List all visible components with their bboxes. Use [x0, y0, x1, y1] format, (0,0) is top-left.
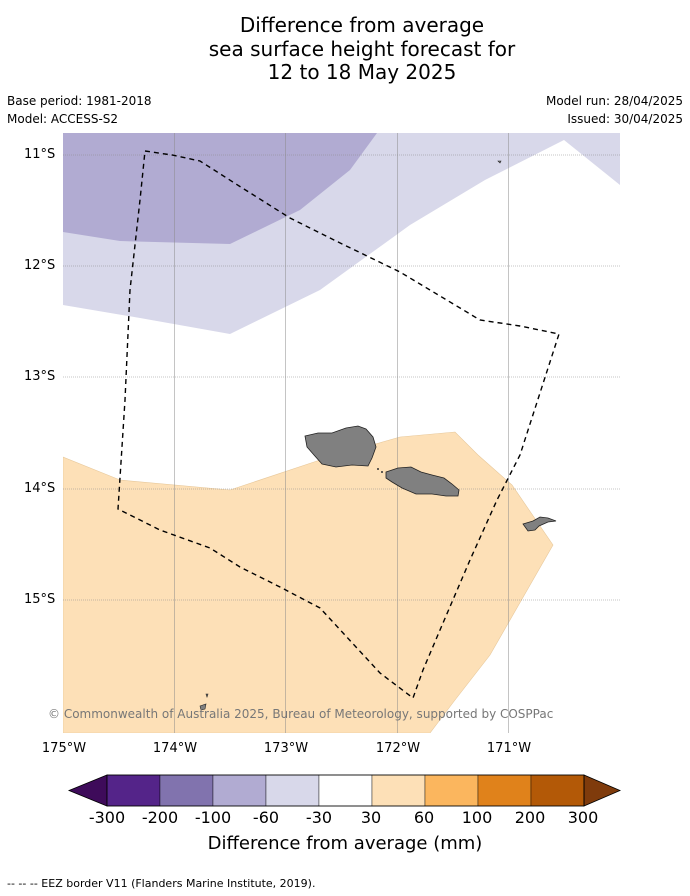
- colorbar-segment: [212, 774, 267, 807]
- copyright-notice: © Commonwealth of Australia 2025, Bureau…: [48, 707, 554, 721]
- title-line-1: Difference from average: [239, 13, 485, 37]
- issued-date: Issued: 30/04/2025: [567, 112, 683, 126]
- colorbar-tick: 60: [413, 808, 435, 827]
- lon-label-174w: 174°W: [152, 741, 198, 756]
- eez-footnote: -- -- -- EEZ border V11 (Flanders Marine…: [7, 877, 316, 890]
- map-plot-area: [63, 133, 620, 733]
- colorbar-extend-high: [583, 774, 622, 807]
- colorbar-tick: -30: [305, 808, 333, 827]
- lon-label-175w: 175°W: [41, 741, 87, 756]
- lon-label-171w: 171°W: [486, 741, 532, 756]
- lon-label-173w: 173°W: [263, 741, 309, 756]
- tutuila-island: [522, 516, 557, 532]
- savaii-island: [304, 425, 377, 468]
- chart-title: Difference from average sea surface heig…: [0, 13, 690, 85]
- title-line-3: 12 to 18 May 2025: [267, 60, 457, 84]
- meta-right: Model run: 28/04/2025 Issued: 30/04/2025: [546, 94, 683, 130]
- colorbar-segment: [424, 774, 479, 807]
- lat-label-15s: 15°S: [24, 592, 56, 607]
- rose-atoll: [199, 693, 209, 711]
- colorbar-tick: -300: [88, 808, 126, 827]
- colorbar-tick: -200: [141, 808, 179, 827]
- colorbar-tick: 30: [360, 808, 382, 827]
- apolima-manono-dots: [377, 468, 383, 473]
- colorbar-segment: [530, 774, 585, 807]
- anomaly-region-30-60: [63, 431, 554, 733]
- colorbar-extend-low: [67, 774, 108, 807]
- colorbar-tick: 300: [567, 808, 599, 827]
- colorbar-segment: [371, 774, 426, 807]
- colorbar-segment: [106, 774, 161, 807]
- colorbar-tick: 200: [514, 808, 546, 827]
- colorbar-tick: 100: [461, 808, 493, 827]
- lon-label-172w: 172°W: [375, 741, 421, 756]
- model-run: Model run: 28/04/2025: [545, 94, 683, 108]
- colorbar-segment: [477, 774, 532, 807]
- lat-label-13s: 13°S: [24, 369, 56, 384]
- colorbar-segment: [265, 774, 320, 807]
- lat-label-12s: 12°S: [24, 258, 56, 273]
- eez-border: [117, 150, 560, 700]
- colorbar-label: Difference from average (mm): [207, 833, 483, 854]
- lat-label-14s: 14°S: [24, 481, 56, 496]
- colorbar-outline: [106, 774, 585, 807]
- colorbar-segment: [318, 774, 373, 807]
- gridlines: [63, 133, 620, 733]
- model-name: Model: ACCESS-S2: [7, 112, 119, 126]
- title-line-2: sea surface height forecast for: [208, 36, 516, 61]
- upolu-island: [385, 466, 460, 497]
- meta-left: Base period: 1981-2018 Model: ACCESS-S2: [7, 94, 152, 130]
- colorbar-segment: [159, 774, 214, 807]
- anomaly-region-neg-100-60: [63, 133, 377, 244]
- lat-label-11s: 11°S: [24, 147, 56, 162]
- swains-island: [497, 160, 502, 164]
- colorbar-tick: -100: [194, 808, 232, 827]
- colorbar: [67, 774, 622, 807]
- base-period: Base period: 1981-2018: [7, 94, 152, 108]
- colorbar-tick: -60: [252, 808, 280, 827]
